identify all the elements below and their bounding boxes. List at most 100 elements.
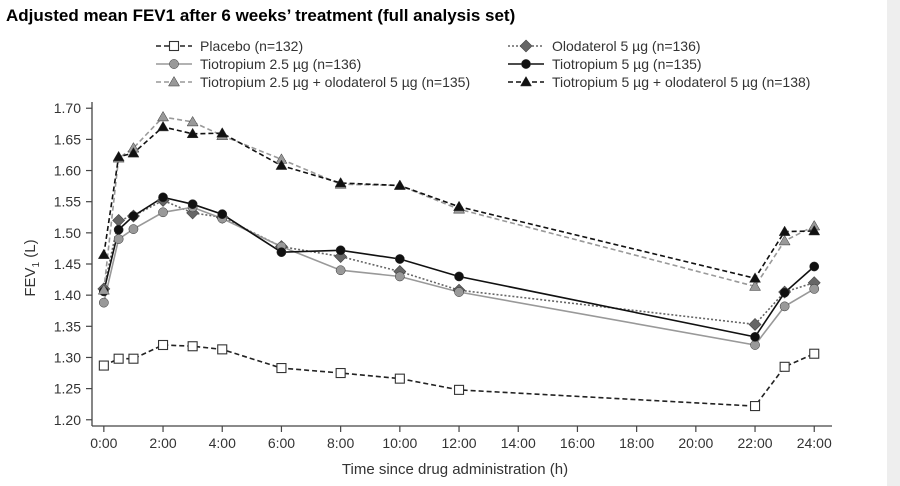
- data-point: [97, 248, 110, 259]
- y-axis-label: FEV1 (L): [22, 239, 42, 296]
- y-tick-label: 1.40: [54, 287, 81, 303]
- data-point: [394, 373, 405, 384]
- data-point: [186, 127, 199, 139]
- data-point: [128, 353, 139, 364]
- data-point: [112, 213, 126, 227]
- data-point: [335, 265, 346, 276]
- data-point: [98, 360, 109, 371]
- data-point: [276, 247, 287, 258]
- y-tick-label: 1.55: [54, 194, 81, 210]
- data-point: [393, 179, 406, 190]
- series-line-1: [103, 344, 815, 407]
- x-tick-label: 12:00: [442, 435, 477, 451]
- data-point: [187, 341, 198, 352]
- data-point: [454, 271, 464, 282]
- data-point: [334, 177, 347, 188]
- legend-entry: Tiotropium 5 µg + olodaterol 5 µg (n=138…: [552, 74, 810, 90]
- data-point: [98, 297, 109, 308]
- x-tick-label: 24:00: [797, 435, 832, 451]
- x-tick-label: 22:00: [738, 435, 773, 451]
- data-point: [749, 401, 761, 412]
- data-point: [112, 150, 125, 162]
- page-edge-strip: [887, 0, 900, 486]
- data-point: [127, 147, 140, 158]
- data-point: [809, 348, 820, 359]
- data-point: [158, 192, 168, 203]
- y-ticks: 1.20 1.25 1.30 1.35 1.40 1.45 1.50 1.55 1.60 1.65…: [54, 100, 92, 428]
- y-tick-label: 1.60: [54, 163, 81, 179]
- legend-marker: [521, 59, 531, 69]
- legend-marker: [520, 76, 532, 87]
- data-point: [335, 367, 346, 379]
- data-point: [113, 224, 124, 235]
- x-tick-label: 0:00: [90, 435, 117, 451]
- x-tick-label: 4:00: [209, 435, 236, 451]
- data-point: [778, 234, 791, 246]
- data-point: [778, 225, 791, 236]
- data-point: [216, 127, 229, 138]
- y-tick-label: 1.25: [54, 381, 81, 397]
- legend-marker: [168, 76, 180, 87]
- data-point: [750, 332, 760, 342]
- data-point: [809, 261, 820, 272]
- y-tick-label: 1.50: [54, 225, 81, 241]
- data-point: [97, 284, 110, 295]
- y-tick-label: 1.65: [54, 131, 81, 147]
- data-point: [113, 353, 124, 364]
- x-axis-label: Time since drug administration (h): [342, 461, 568, 478]
- x-tick-label: 20:00: [678, 435, 713, 451]
- x-ticks: 0:00 2:00 4:00 6:00 8:00 10:00 12:00 14:00 16:00…: [90, 426, 832, 451]
- data-point: [454, 287, 464, 297]
- data-point: [750, 340, 760, 350]
- legend-entry: Olodaterol 5 µg (n=136): [552, 38, 701, 54]
- data-point: [217, 344, 228, 355]
- legend-entry: Tiotropium 5 µg (n=135): [552, 56, 702, 72]
- legend-entry: Tiotropium 2.5 µg + olodaterol 5 µg (n=1…: [200, 74, 470, 90]
- y-tick-label: 1.20: [54, 412, 81, 428]
- data-point: [809, 284, 820, 294]
- data-point: [128, 211, 139, 221]
- data-point: [157, 110, 169, 122]
- data-point: [217, 209, 228, 220]
- legend: Placebo (n=132) Olodaterol 5 µg (n=136) Ti…: [156, 38, 810, 90]
- x-tick-label: 8:00: [327, 435, 354, 451]
- plot-area: 1.20 1.25 1.30 1.35 1.40 1.45 1.50 1.55 1.60 1.65…: [54, 100, 832, 451]
- data-point: [186, 115, 199, 127]
- y-tick-label: 1.45: [54, 256, 81, 272]
- data-point: [158, 207, 168, 218]
- legend-entry: Tiotropium 2.5 µg (n=136): [200, 56, 361, 72]
- y-tick-label: 1.30: [54, 349, 81, 365]
- series-lines: [103, 116, 815, 407]
- x-tick-label: 6:00: [268, 435, 295, 451]
- data-point: [128, 224, 139, 234]
- legend-marker: [168, 40, 180, 52]
- series-markers: [97, 110, 821, 412]
- data-point: [394, 271, 405, 282]
- x-tick-label: 2:00: [149, 435, 176, 451]
- x-tick-label: 10:00: [382, 435, 417, 451]
- legend-entry: Placebo (n=132): [200, 38, 303, 54]
- data-point: [157, 120, 169, 132]
- chart-title: Adjusted mean FEV1 after 6 weeks’ treatm…: [6, 6, 516, 25]
- data-point: [749, 272, 761, 283]
- data-point: [275, 159, 288, 170]
- series-line-2: [103, 199, 815, 326]
- data-point: [808, 224, 821, 236]
- legend-marker: [519, 39, 533, 53]
- legend-marker: [169, 59, 179, 69]
- data-point: [276, 363, 287, 374]
- data-point: [779, 301, 790, 312]
- x-tick-label: 14:00: [501, 435, 536, 451]
- data-point: [779, 361, 790, 372]
- y-tick-label: 1.35: [54, 318, 81, 334]
- data-point: [394, 254, 405, 264]
- x-tick-label: 16:00: [560, 435, 595, 451]
- data-point: [187, 199, 198, 210]
- data-point: [779, 287, 790, 298]
- data-point: [748, 318, 762, 331]
- data-point: [453, 200, 465, 211]
- y-tick-label: 1.70: [54, 100, 81, 116]
- data-point: [113, 234, 124, 244]
- x-tick-label: 18:00: [619, 435, 654, 451]
